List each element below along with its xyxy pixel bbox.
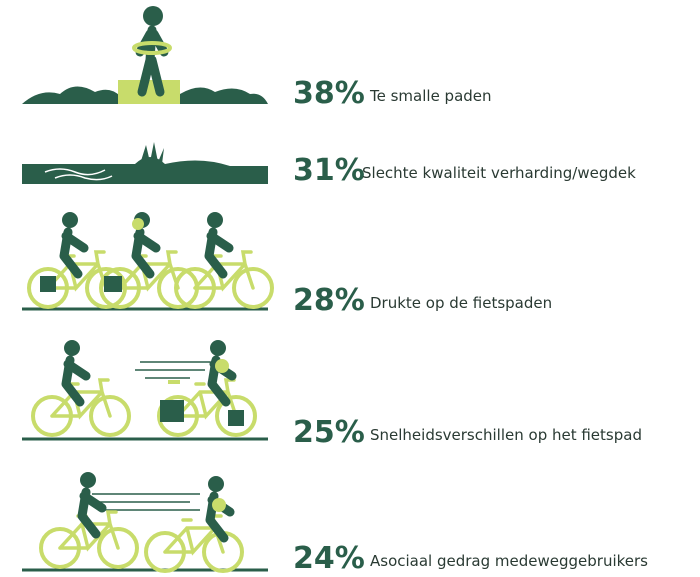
percent: 25% — [293, 415, 365, 450]
percent: 31% — [293, 153, 365, 188]
percent: 38% — [293, 76, 365, 111]
icon-antisocial — [22, 472, 268, 571]
label: Asociaal gedrag medeweggebruikers — [370, 552, 648, 570]
icon-speed-differences — [22, 340, 268, 439]
label: Drukte op de fietspaden — [370, 294, 552, 312]
percent: 28% — [293, 283, 365, 318]
icon-busy-paths — [22, 212, 272, 309]
label: Snelheidsverschillen op het fietspad — [370, 426, 642, 444]
label: Slechte kwaliteit verharding/wegdek — [362, 164, 636, 182]
icon-narrow-path — [22, 6, 268, 104]
percent: 24% — [293, 541, 365, 576]
icon-bad-surface — [22, 142, 268, 184]
infographic: 38% Te smalle paden 31% Slechte kwalitei… — [0, 0, 700, 577]
label: Te smalle paden — [369, 87, 492, 105]
